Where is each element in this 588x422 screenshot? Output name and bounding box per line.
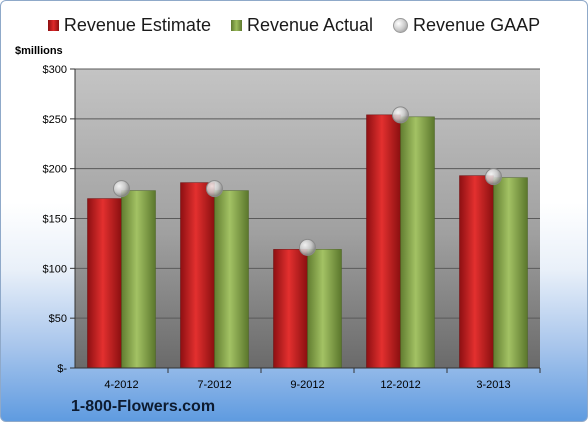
marker-revenue-gaap bbox=[485, 168, 502, 186]
x-tick-label: 7-2012 bbox=[197, 379, 231, 391]
legend-label-gaap: Revenue GAAP bbox=[413, 15, 541, 35]
bar-revenue-estimate bbox=[273, 249, 308, 369]
y-tick-label: $250 bbox=[43, 114, 67, 126]
y-tick-label: $50 bbox=[49, 313, 67, 325]
legend-label-estimate: Revenue Estimate bbox=[63, 15, 211, 35]
x-tick-label: 12-2012 bbox=[380, 379, 420, 391]
y-tick-label: $100 bbox=[43, 263, 67, 275]
y-tick-label: $- bbox=[57, 363, 67, 375]
legend-item-actual: Revenue Actual bbox=[230, 15, 374, 36]
bar-revenue-actual bbox=[307, 249, 342, 369]
marker-revenue-gaap bbox=[299, 238, 316, 256]
bar-revenue-estimate bbox=[87, 198, 122, 369]
bar-revenue-estimate bbox=[180, 182, 215, 369]
legend-label-actual: Revenue Actual bbox=[246, 15, 374, 35]
bar-revenue-actual bbox=[493, 177, 528, 369]
bar-revenue-actual bbox=[214, 190, 249, 369]
bar-revenue-actual bbox=[121, 190, 156, 369]
company-name: 1-800-Flowers.com bbox=[71, 398, 216, 415]
marker-revenue-gaap bbox=[392, 106, 409, 124]
gaap-markers bbox=[113, 106, 502, 256]
legend-swatch-estimate bbox=[47, 20, 59, 31]
x-tick-label: 9-2012 bbox=[290, 379, 324, 391]
y-tick-label: $200 bbox=[43, 164, 67, 176]
legend-item-gaap: Revenue GAAP bbox=[393, 15, 540, 36]
bar-revenue-actual bbox=[400, 116, 435, 369]
marker-revenue-gaap bbox=[206, 180, 223, 198]
axes: $- $50 $100 $150 $200 $250 $300 4-2012 7-2012 9-2… bbox=[43, 64, 541, 391]
bar-revenue-estimate bbox=[459, 175, 494, 369]
y-axis-unit-label: $millions bbox=[15, 45, 63, 57]
x-tick-label: 3-2013 bbox=[476, 379, 510, 391]
chart-legend: Revenue Estimate Revenue Actual Revenue … bbox=[1, 15, 587, 36]
bars bbox=[87, 114, 528, 369]
legend-swatch-actual bbox=[230, 20, 242, 31]
legend-item-estimate: Revenue Estimate bbox=[47, 15, 211, 36]
marker-revenue-gaap bbox=[113, 180, 130, 198]
y-tick-label: $150 bbox=[43, 214, 67, 226]
legend-marker-gaap bbox=[393, 18, 409, 33]
y-tick-label: $300 bbox=[43, 64, 67, 76]
x-tick-label: 4-2012 bbox=[104, 379, 138, 391]
bar-revenue-estimate bbox=[366, 114, 401, 369]
